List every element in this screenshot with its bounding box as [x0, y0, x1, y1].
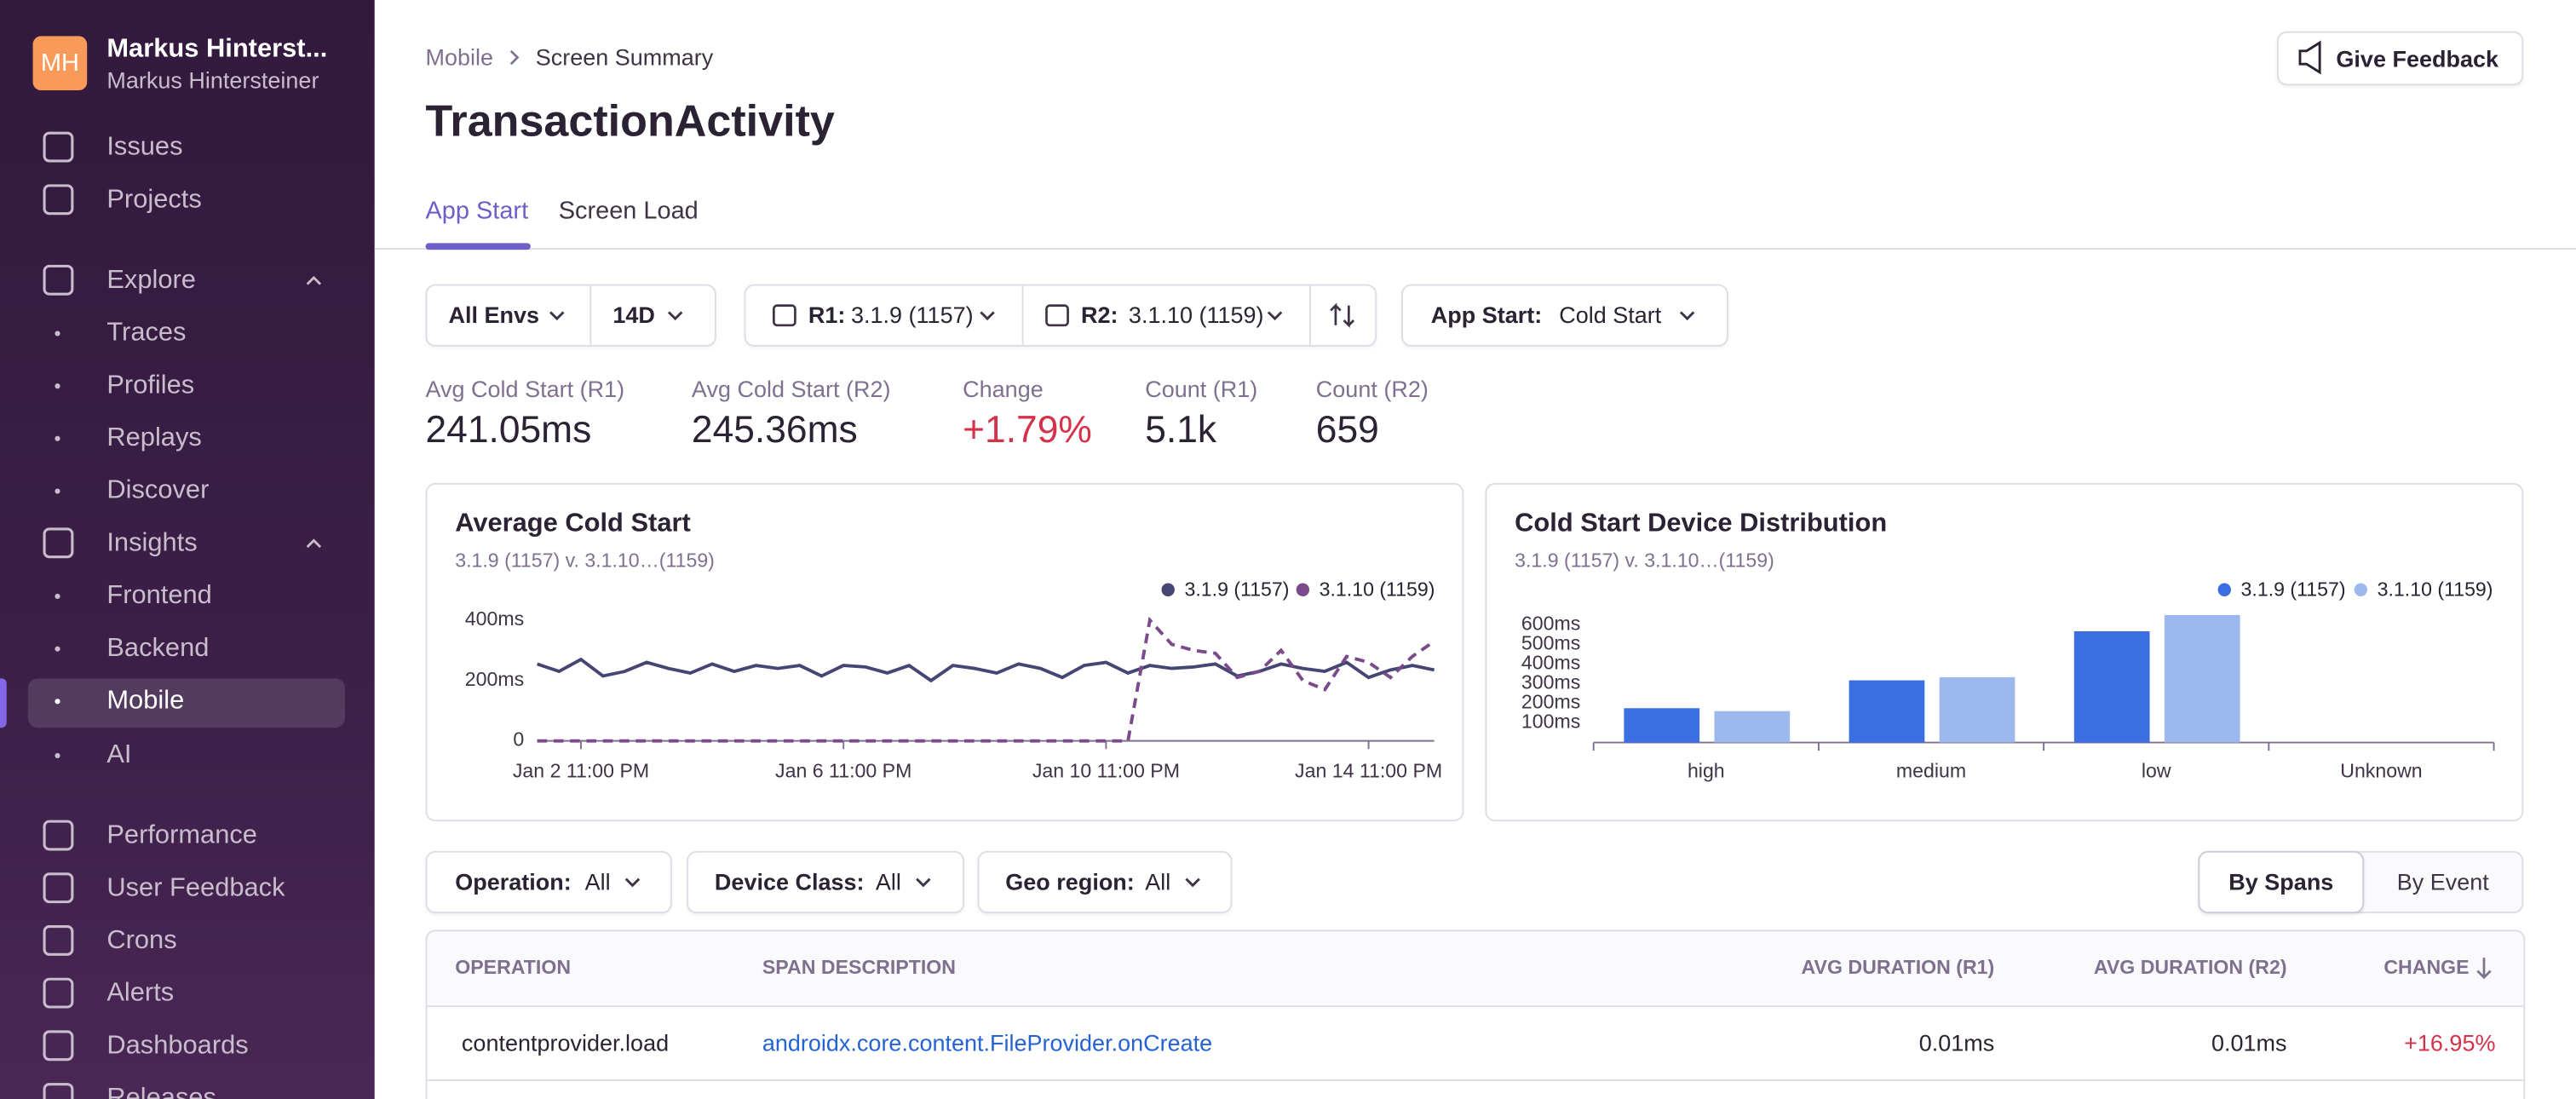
nav-active-indicator [0, 678, 7, 728]
table-filter-label: Operation: [455, 868, 572, 895]
chart-panel [1485, 482, 2524, 822]
column-header: OPERATION [455, 955, 572, 979]
view-toggle-option[interactable]: By Spans [2228, 868, 2334, 895]
sidebar [0, 0, 375, 1099]
table-cell: 0.01ms [1918, 1029, 1995, 1056]
metric-label: Count (R1) [1145, 375, 1258, 402]
breadcrumb-separator [509, 49, 520, 66]
app-start-value[interactable]: Cold Start [1559, 302, 1662, 328]
metric-label: Change [963, 375, 1044, 402]
metric-value: 659 [1315, 407, 1379, 451]
r2-label: R2: [1080, 302, 1118, 328]
table-filter-label: Device Class: [714, 868, 865, 895]
env-filter[interactable]: All Envs [448, 302, 540, 328]
r1-value[interactable]: 3.1.9 (1157) [850, 302, 974, 328]
tab-underline [425, 243, 531, 250]
column-header[interactable]: CHANGE [2383, 955, 2470, 979]
divider [589, 285, 592, 345]
user-name: Markus Hintersteiner [106, 66, 319, 94]
breadcrumb[interactable]: Mobile [425, 43, 494, 71]
view-toggle-active[interactable] [2198, 850, 2365, 914]
org-name: Markus Hinterst... [106, 35, 328, 64]
breadcrumb: Screen Summary [535, 43, 714, 71]
table-filter-value: All [584, 868, 611, 895]
table-cell: +16.95% [2404, 1029, 2496, 1056]
nav-active-bg [27, 678, 345, 728]
org-initials: MH [40, 49, 79, 78]
table-filter-value: All [1145, 868, 1171, 895]
org-avatar[interactable] [32, 36, 88, 91]
period-filter[interactable]: 14D [612, 302, 655, 328]
metric-label: Avg Cold Start (R2) [691, 375, 891, 402]
divider [1309, 285, 1311, 345]
table-cell: 0.01ms [2211, 1029, 2287, 1056]
feedback-button-label: Give Feedback [2336, 44, 2499, 72]
table-header-bg [427, 931, 2524, 1008]
tab[interactable]: Screen Load [558, 197, 699, 226]
feedback-button[interactable] [2276, 31, 2524, 86]
divider [1021, 285, 1024, 345]
table-cell[interactable]: androidx.core.content.FileProvider.onCre… [762, 1029, 1213, 1056]
row-divider [427, 1079, 2524, 1081]
column-header: SPAN DESCRIPTION [762, 955, 957, 979]
metric-value: +1.79% [963, 407, 1092, 451]
r2-value[interactable]: 3.1.10 (1159) [1128, 302, 1264, 328]
metric-label: Count (R2) [1315, 375, 1429, 402]
app-start-filter[interactable] [1401, 284, 1728, 347]
column-header: AVG DURATION (R1) [1801, 955, 1995, 979]
table [425, 929, 2526, 1099]
table-filter-value: All [875, 868, 901, 895]
tab[interactable]: App Start [425, 197, 529, 226]
tab-divider [374, 248, 2576, 250]
chart-panel [425, 482, 1464, 822]
metric-value: 241.05ms [425, 407, 592, 451]
metric-label: Avg Cold Start (R1) [425, 375, 625, 402]
column-header: AVG DURATION (R2) [2093, 955, 2287, 979]
r1-label: R1: [808, 302, 846, 328]
page-title: TransactionActivity [425, 96, 835, 147]
app-start-label: App Start: [1430, 302, 1543, 328]
metric-value: 245.36ms [691, 407, 858, 451]
view-toggle-option[interactable]: By Event [2396, 868, 2489, 895]
table-cell: contentprovider.load [461, 1029, 670, 1056]
metric-value: 5.1k [1145, 407, 1217, 451]
table-filter-label: Geo region: [1005, 868, 1135, 895]
